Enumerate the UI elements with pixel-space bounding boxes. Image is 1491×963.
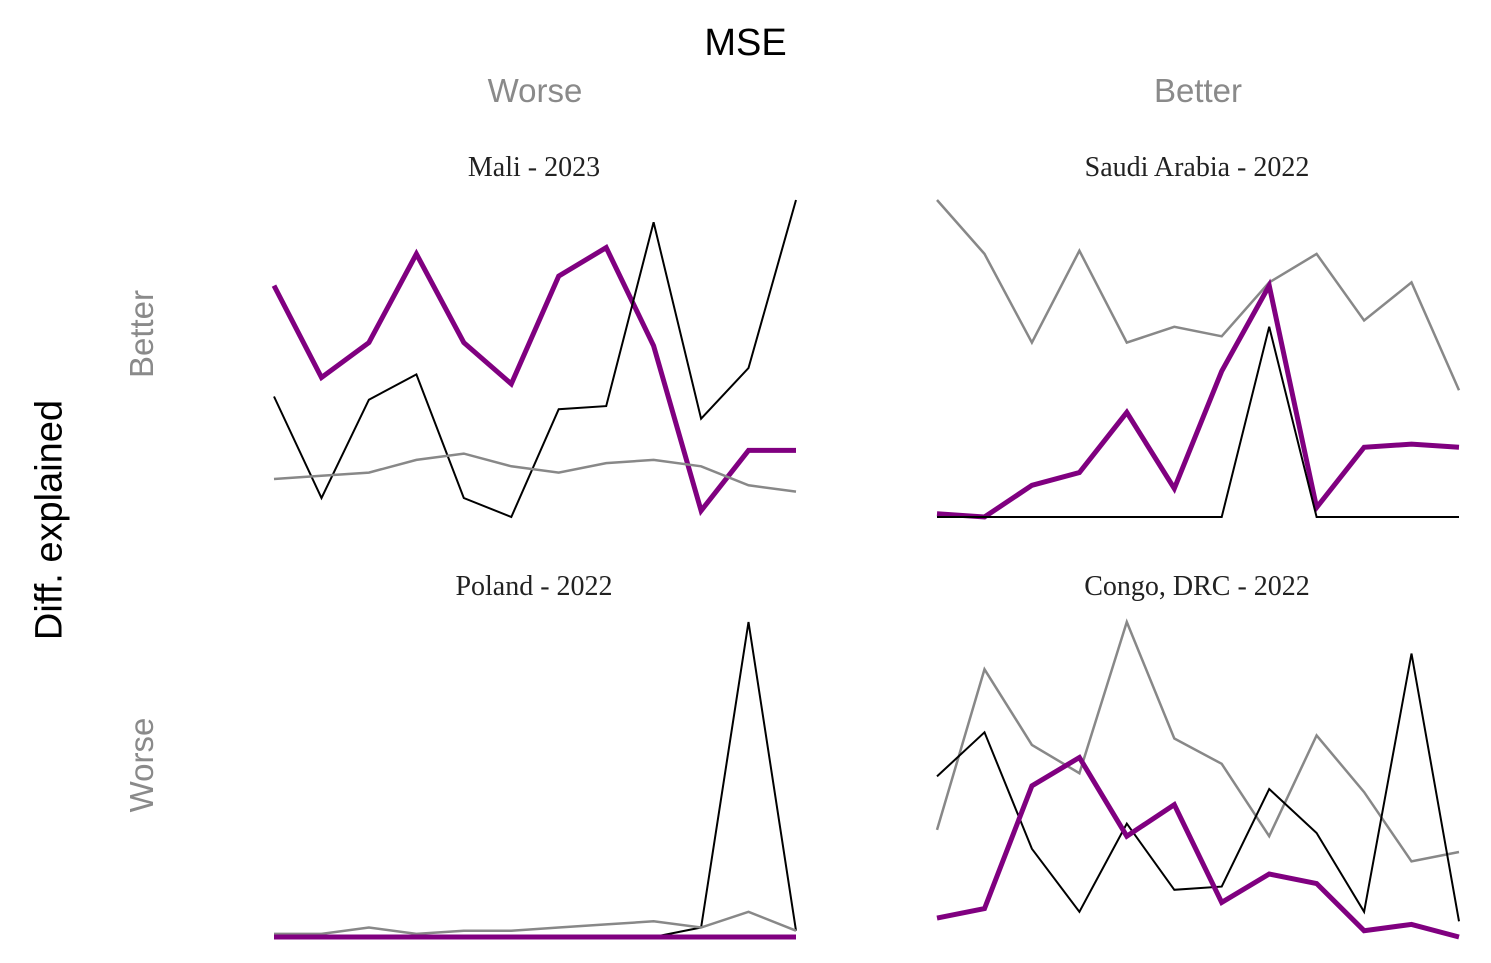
panel-title-congo-drc: Congo, DRC - 2022 [1084, 571, 1310, 602]
series-line-poland-1 [274, 621, 797, 938]
series-line-mali-3 [273, 452, 797, 493]
series-line-saudi-arabia-2 [936, 278, 1460, 520]
column-header-better: Better [1153, 72, 1243, 109]
series-line-saudi-arabia-1 [936, 199, 1461, 391]
series-line-mali-2 [273, 199, 797, 519]
series-line-saudi-arabia-3 [937, 326, 1459, 518]
series-line-congo-drc-3 [936, 754, 1460, 940]
panel-poland [274, 621, 797, 940]
series-line-mali-1 [271, 244, 796, 517]
panel-title-poland: Poland - 2022 [455, 571, 613, 602]
panel-congo-drc [935, 618, 1460, 940]
series-line-congo-drc-1 [935, 618, 1460, 863]
series-line-congo-drc-2 [936, 653, 1460, 922]
panel-saudi-arabia [936, 199, 1461, 520]
panel-title-mali: Mali - 2023 [467, 152, 601, 183]
figure-title: MSE [704, 22, 787, 64]
panel-title-saudi-arabia: Saudi Arabia - 2022 [1084, 152, 1310, 183]
column-header-worse: Worse [487, 72, 583, 109]
series-line-poland-2 [274, 910, 797, 936]
panel-mali [271, 199, 797, 519]
